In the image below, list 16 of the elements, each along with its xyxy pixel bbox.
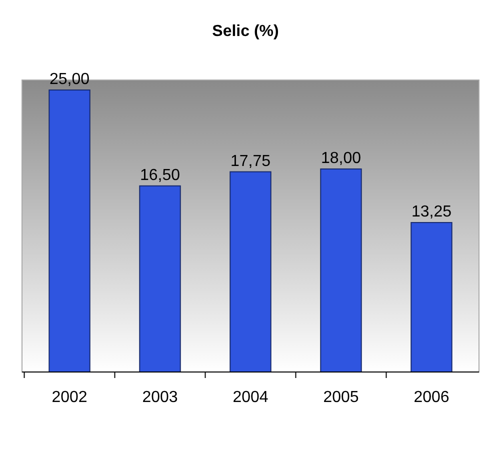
x-tick-label: 2004 xyxy=(232,389,268,406)
x-tick-label: 2006 xyxy=(414,389,450,406)
data-label: 18,00 xyxy=(320,150,362,167)
bar xyxy=(230,171,272,372)
data-label: 13,25 xyxy=(411,204,452,221)
bar xyxy=(320,168,362,372)
chart-title: Selic (%) xyxy=(212,23,279,40)
x-tick-label: 2003 xyxy=(142,389,178,406)
data-label: 16,50 xyxy=(140,166,180,184)
x-tick-label: 2002 xyxy=(52,389,88,406)
x-tick-label: 2005 xyxy=(323,389,359,406)
data-label: 17,75 xyxy=(230,152,271,170)
bar xyxy=(48,90,90,372)
bar xyxy=(410,222,452,372)
data-label: 25,00 xyxy=(49,71,90,88)
bar xyxy=(139,185,181,372)
